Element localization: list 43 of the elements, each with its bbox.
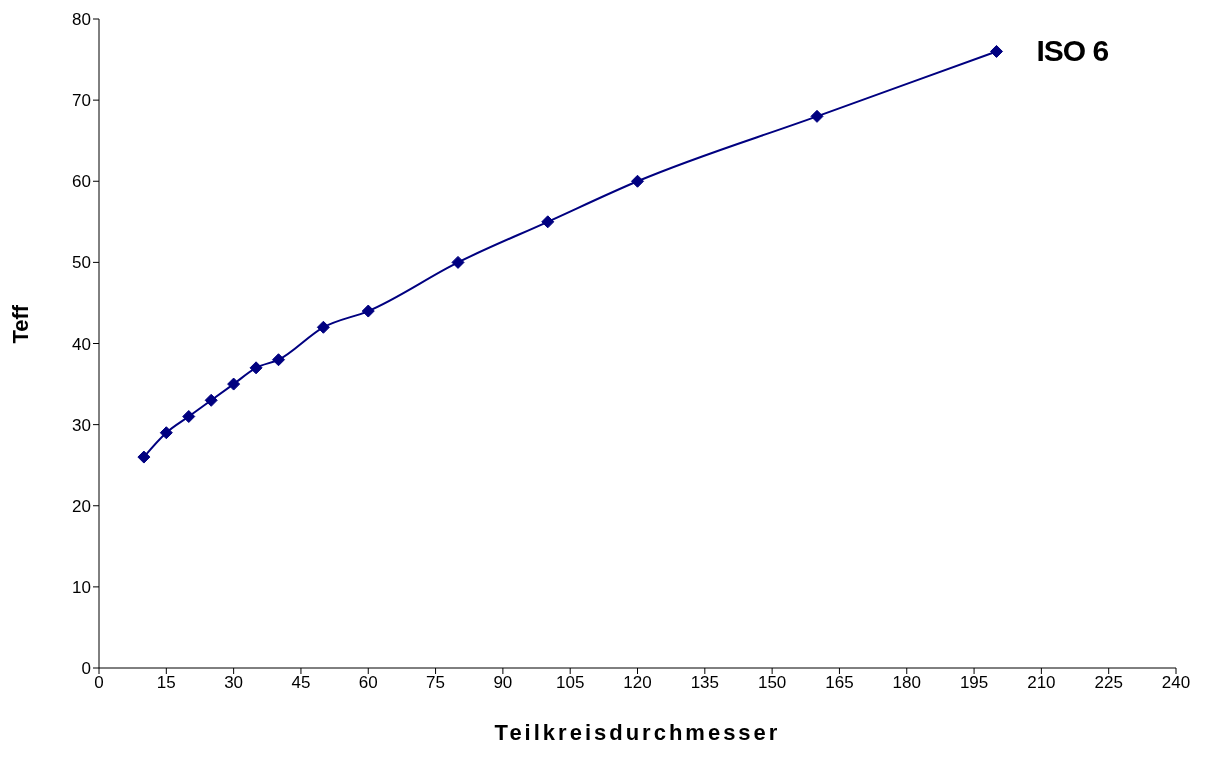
- point: [631, 174, 644, 188]
- x-tick-label: 105: [556, 673, 585, 693]
- y-tick-label: 60: [72, 172, 91, 192]
- point: [204, 393, 218, 407]
- x-tick-label: 0: [94, 673, 104, 693]
- y-tick-label: 80: [72, 10, 91, 30]
- x-tick-label: 60: [358, 673, 378, 693]
- point: [227, 377, 241, 391]
- y-tick-label: 50: [72, 253, 91, 273]
- point: [810, 109, 824, 123]
- point: [541, 215, 555, 229]
- y-axis-title: Teff: [7, 304, 33, 344]
- y-tick-label: 10: [72, 577, 91, 597]
- x-tick-label: 75: [426, 673, 446, 693]
- x-tick-label: 195: [959, 673, 989, 693]
- series-label: ISO 6: [1036, 34, 1109, 68]
- point: [361, 304, 375, 318]
- y-tick-label: 20: [72, 496, 91, 516]
- x-tick-label: 240: [1161, 673, 1191, 693]
- x-tick-label: 180: [892, 673, 921, 693]
- x-tick-label: 30: [224, 673, 244, 693]
- point: [159, 426, 173, 440]
- x-tick-label: 135: [690, 673, 719, 693]
- point: [137, 450, 151, 464]
- y-tick-label: 70: [72, 91, 91, 111]
- y-tick-label: 30: [72, 415, 91, 435]
- x-tick-label: 225: [1094, 673, 1123, 693]
- x-axis-title: Teilkreisdurchmesser: [494, 720, 781, 745]
- x-tick-label: 90: [493, 673, 513, 693]
- point: [451, 255, 465, 269]
- x-tick-label: 210: [1027, 673, 1056, 693]
- point: [182, 410, 196, 424]
- point: [316, 320, 330, 334]
- x-tick-label: 150: [757, 673, 787, 693]
- point: [249, 361, 263, 375]
- x-tick-label: 15: [156, 673, 176, 693]
- x-tick-label: 45: [291, 673, 311, 693]
- point: [990, 44, 1003, 58]
- y-tick-label: 40: [72, 334, 91, 354]
- y-tick-label: 0: [81, 659, 91, 679]
- x-tick-label: 165: [825, 673, 854, 693]
- x-tick-label: 120: [623, 673, 652, 693]
- point: [272, 353, 285, 367]
